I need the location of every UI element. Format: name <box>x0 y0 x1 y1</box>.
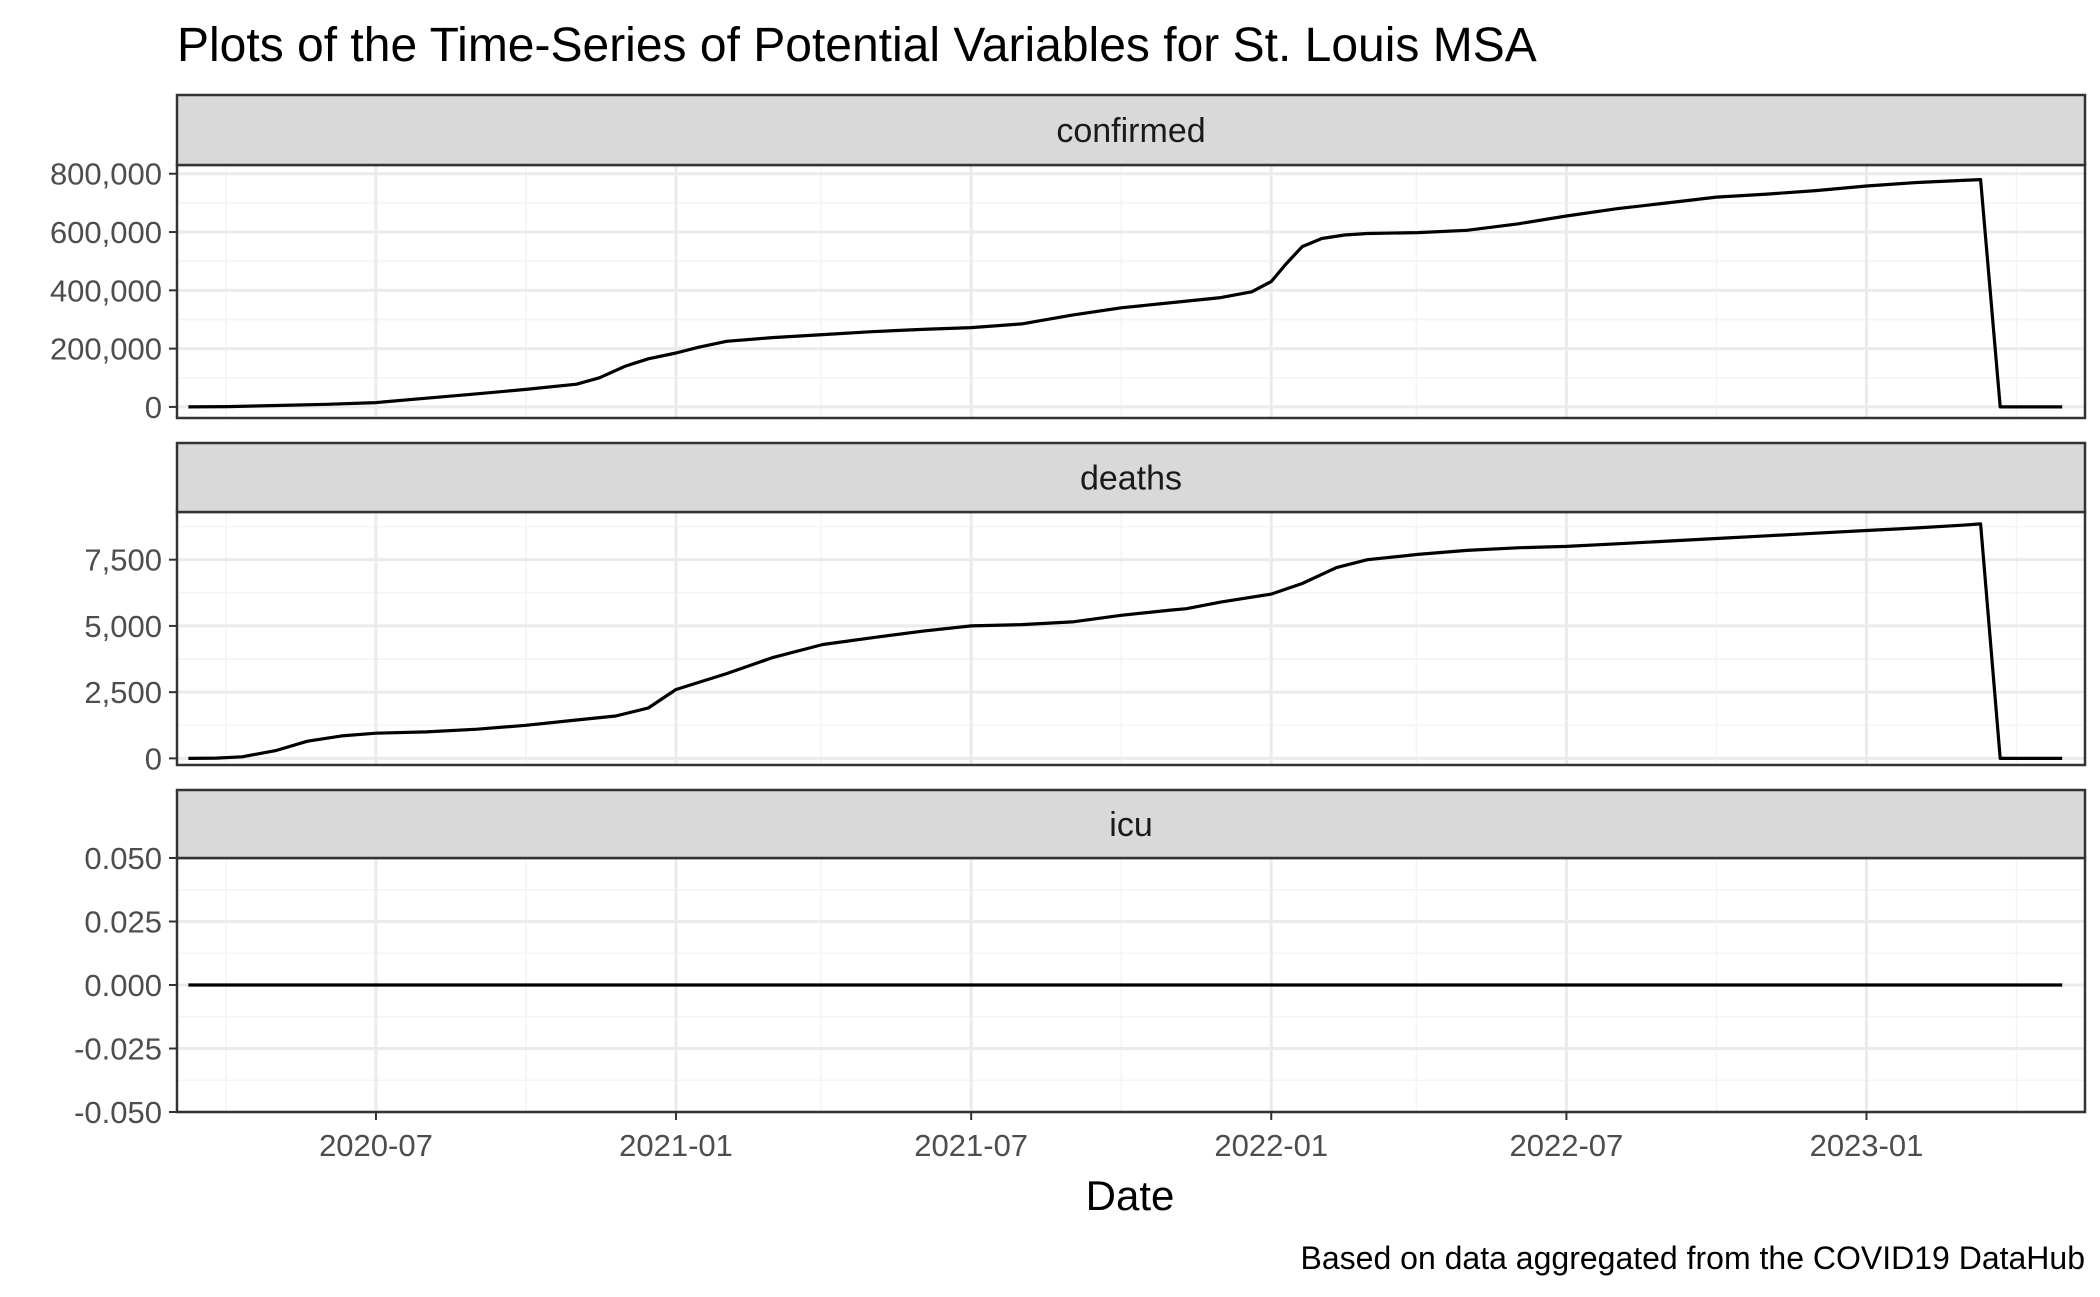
panel-background <box>177 512 2085 765</box>
x-tick-label: 2022-01 <box>1214 1128 1328 1163</box>
x-axis-label: Date <box>1086 1172 1175 1219</box>
facet-strip-label: confirmed <box>1056 112 1205 150</box>
y-tick-label: 7,500 <box>84 543 162 578</box>
y-tick-label: 0 <box>145 390 162 425</box>
facet-strip <box>175 788 2087 860</box>
chart-caption: Based on data aggregated from the COVID1… <box>1301 1240 2085 1276</box>
facet-strip <box>175 93 2087 167</box>
x-tick-label: 2021-07 <box>914 1128 1028 1163</box>
y-tick-label: -0.050 <box>74 1095 162 1130</box>
y-tick-label: 5,000 <box>84 609 162 644</box>
x-tick-label: 2022-07 <box>1510 1128 1624 1163</box>
x-tick-label: 2021-01 <box>619 1128 733 1163</box>
series-line-deaths <box>188 522 2063 761</box>
y-tick-label: 2,500 <box>84 675 162 710</box>
y-tick-label: 200,000 <box>50 332 162 367</box>
series-line-confirmed <box>188 178 2063 409</box>
y-tick-label: 400,000 <box>50 273 162 308</box>
y-tick-label: -0.025 <box>74 1032 162 1067</box>
x-tick-label: 2023-01 <box>1810 1128 1924 1163</box>
panel-deaths: 0 2,500 5,000 7,500 deaths <box>84 441 2087 776</box>
y-tick-label: 0.000 <box>84 968 162 1003</box>
panel-confirmed: 0 200,000 400,000 600,000 800,000 confirmed <box>50 93 2087 425</box>
facet-strip-label: deaths <box>1080 460 1182 498</box>
y-tick-label: 0.050 <box>84 841 162 876</box>
y-tick-label: 0 <box>145 741 162 776</box>
facet-strip <box>175 441 2087 514</box>
facet-strip-label: icu <box>1109 806 1152 844</box>
y-tick-label: 800,000 <box>50 157 162 192</box>
chart-title: Plots of the Time-Series of Potential Va… <box>177 19 1537 72</box>
panel-icu: -0.050 -0.025 0.000 0.025 0.050 icu <box>74 788 2087 1130</box>
x-tick-label: 2020-07 <box>319 1128 433 1163</box>
y-tick-label: 0.025 <box>84 905 162 940</box>
y-tick-label: 600,000 <box>50 215 162 250</box>
